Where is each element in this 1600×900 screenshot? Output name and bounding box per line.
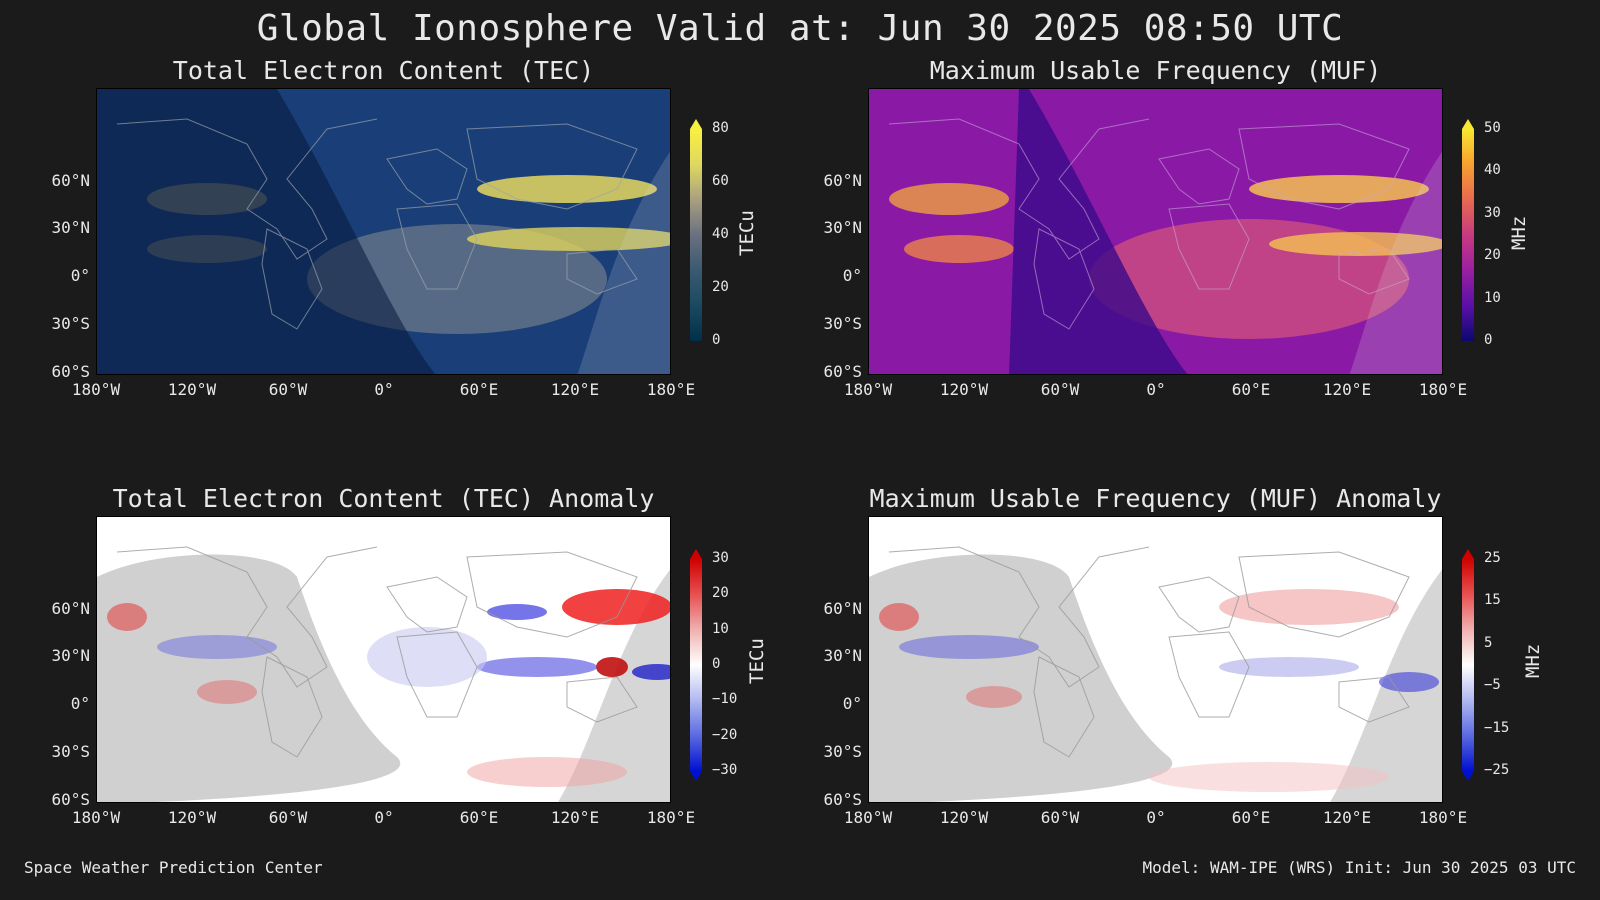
tec-colorbar-max-arrow [690,119,702,129]
muf-colorbar-tick: 10 [1484,289,1501,306]
tec-anom-colorbar-tick: 30 [712,550,729,566]
tec-lat-label: 30°N [51,218,90,237]
muf-anomaly-lon-label: 0° [1146,808,1166,827]
tec-colorbar-tick: 60 [712,173,729,189]
tec-panel-title: Total Electron Content (TEC) [172,56,595,85]
tec-lon-label: 180°E [646,380,696,399]
muf-anomaly-lat-label: 30°N [823,646,862,665]
muf-colorbar-max-arrow [1462,119,1474,129]
tec-lon-label: 180°W [71,380,121,399]
tec-unit-label: TECu [736,210,758,256]
tec-anomaly-lon-label: 0° [374,808,394,827]
muf-anomaly-lon-label: 120°W [939,808,989,827]
muf-unit-label: MHz [1508,215,1530,250]
muf-anomaly-lon-label: 180°E [1418,808,1468,827]
tec-anomaly-lat-label: 60°N [51,599,90,618]
muf-colorbar-tick: 0 [1484,332,1493,348]
tec-lon-label: 120°W [167,380,217,399]
tec-lon-label: 60°W [268,380,308,399]
muf-anomaly-lon-label: 120°E [1322,808,1372,827]
muf-lon-label: 0° [1146,380,1166,399]
muf-anom-colorbar-tick: 15 [1484,592,1501,609]
tec-anomaly-lon-label: 60°E [459,808,499,827]
muf-lon-label: 180°E [1418,380,1468,399]
tec-anomaly-lat-label: 30°N [51,646,90,665]
tec-anom-colorbar-tick: −10 [712,691,738,708]
tec-anomaly-colorbar-max-arrow [690,549,702,559]
tec-lat-label: 30°S [51,314,90,333]
tec-map [96,88,671,375]
muf-anomaly-panel-title: Maximum Usable Frequency (MUF) Anomaly [869,484,1442,513]
tec-anom-colorbar-tick: 10 [712,620,729,637]
tec-anomaly-panel-title: Total Electron Content (TEC) Anomaly [112,484,655,513]
muf-map [868,88,1443,375]
tec-anomaly-colorbar-min-arrow [690,771,702,781]
tec-anom-colorbar-tick: −20 [712,726,738,743]
muf-lon-label: 120°E [1322,380,1372,399]
muf-anomaly-map [868,516,1443,803]
muf-anomaly-unit-label: MHz [1522,643,1544,678]
tec-lon-label: 60°E [459,380,499,399]
tec-colorbar-tick: 20 [712,279,729,295]
tec-anom-colorbar-tick: 20 [712,585,729,602]
muf-panel-title: Maximum Usable Frequency (MUF) [929,56,1382,85]
tec-lon-label: 0° [374,380,394,399]
tec-anomaly-lat-label: 30°S [51,742,90,761]
muf-lon-label: 120°W [939,380,989,399]
muf-anom-colorbar-tick: 25 [1484,550,1501,566]
tec-anomaly-lon-label: 60°W [268,808,308,827]
muf-anom-colorbar-tick: −25 [1484,762,1510,778]
muf-anom-colorbar-tick: −5 [1484,677,1501,694]
tec-anom-colorbar-tick: 0 [712,656,721,672]
tec-anomaly-lat-label: 0° [70,694,90,713]
tec-anomaly-lon-label: 120°W [167,808,217,827]
muf-lat-label: 30°S [823,314,862,333]
muf-lon-label: 60°E [1231,380,1271,399]
tec-lat-label: 0° [70,266,90,285]
tec-colorbar [690,129,702,341]
muf-anomaly-lat-label: 60°N [823,599,862,618]
muf-colorbar-tick: 40 [1484,162,1501,179]
tec-anomaly-lon-label: 180°W [71,808,121,827]
muf-lat-label: 60°S [823,362,862,381]
muf-colorbar-tick: 20 [1484,247,1501,264]
muf-colorbar-tick: 50 [1484,120,1501,136]
tec-colorbar-tick: 80 [712,120,729,136]
muf-colorbar [1462,129,1474,341]
muf-anomaly-lon-label: 180°W [843,808,893,827]
tec-anomaly-lat-label: 60°S [51,790,90,809]
muf-lat-label: 60°N [823,171,862,190]
muf-anom-colorbar-tick: −15 [1484,719,1510,736]
muf-anomaly-lon-label: 60°E [1231,808,1271,827]
footer-right: Model: WAM-IPE (WRS) Init: Jun 30 2025 0… [1142,858,1576,877]
muf-anomaly-colorbar [1462,559,1474,771]
tec-anomaly-unit-label: TECu [746,638,768,684]
muf-anom-colorbar-tick: 5 [1484,634,1493,651]
tec-lat-label: 60°N [51,171,90,190]
muf-anomaly-lon-label: 60°W [1040,808,1080,827]
muf-lat-label: 30°N [823,218,862,237]
muf-anomaly-colorbar-min-arrow [1462,771,1474,781]
tec-anomaly-colorbar [690,559,702,771]
muf-anomaly-lat-label: 0° [842,694,862,713]
footer-left: Space Weather Prediction Center [24,858,323,877]
tec-anomaly-map [96,516,671,803]
tec-lon-label: 120°E [550,380,600,399]
muf-anomaly-lat-label: 30°S [823,742,862,761]
tec-lat-label: 60°S [51,362,90,381]
muf-lon-label: 180°W [843,380,893,399]
muf-anomaly-lat-label: 60°S [823,790,862,809]
muf-anomaly-colorbar-max-arrow [1462,549,1474,559]
muf-lat-label: 0° [842,266,862,285]
tec-anomaly-lon-label: 180°E [646,808,696,827]
muf-lon-label: 60°W [1040,380,1080,399]
muf-colorbar-tick: 30 [1484,204,1501,221]
tec-colorbar-tick: 0 [712,332,721,348]
tec-anomaly-lon-label: 120°E [550,808,600,827]
page-title: Global Ionosphere Valid at: Jun 30 2025 … [256,8,1344,49]
tec-colorbar-tick: 40 [712,226,729,242]
tec-anom-colorbar-tick: −30 [712,762,738,778]
